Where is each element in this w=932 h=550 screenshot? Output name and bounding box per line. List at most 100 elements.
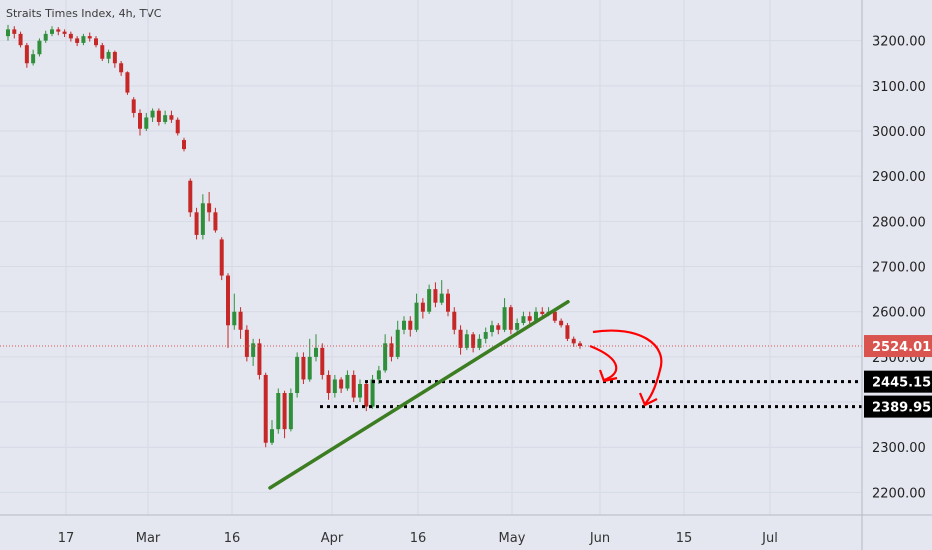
x-tick-label: May: [499, 531, 526, 546]
candle-body: [420, 302, 425, 312]
candle-body: [12, 29, 17, 34]
candle-body: [207, 203, 212, 213]
candle-body: [6, 29, 10, 37]
candle-body: [112, 51, 117, 64]
candle-body: [226, 275, 230, 326]
trendline[interactable]: [268, 300, 570, 490]
x-tick-label: Mar: [136, 531, 161, 546]
x-tick-label: Apr: [321, 531, 344, 546]
candle-body: [18, 33, 23, 46]
candle-body: [452, 311, 457, 330]
candle-body: [433, 289, 438, 303]
arrow-curve-2: [592, 329, 663, 405]
candle-body: [477, 338, 482, 348]
price-tag-label: 2445.15: [872, 376, 931, 391]
arrow-head-2: [638, 392, 658, 407]
candle-body: [106, 51, 111, 59]
candle-body: [81, 36, 86, 43]
chart-title: Straits Times Index, 4h, TVC: [6, 7, 162, 20]
candle-body: [301, 356, 306, 380]
candle-body: [50, 29, 54, 34]
candle-body: [125, 72, 130, 93]
candle-body: [138, 112, 142, 129]
x-tick-label: 17: [58, 531, 75, 546]
candle-body: [364, 383, 369, 407]
candle-body: [383, 343, 388, 371]
y-tick-label: 2300.00: [872, 441, 926, 456]
candle-body: [515, 323, 520, 330]
candle-body: [68, 33, 73, 39]
candle-body: [521, 316, 526, 324]
candle-body: [144, 117, 149, 129]
candle-body: [244, 329, 249, 357]
candle-body: [150, 110, 155, 118]
price-tag-label: 2524.01: [872, 340, 931, 355]
candle-body: [446, 293, 450, 312]
candle-body: [37, 40, 42, 55]
candle-body: [427, 289, 432, 312]
candle-body: [496, 325, 501, 330]
candle-body: [483, 332, 488, 339]
y-tick-label: 2200.00: [872, 486, 926, 501]
candle-body: [175, 119, 180, 134]
candle-body: [213, 212, 218, 231]
candle-body: [376, 370, 381, 380]
candle-body: [565, 325, 570, 339]
candle-body: [508, 307, 513, 330]
y-tick-label: 2700.00: [872, 261, 926, 276]
candle-body: [559, 320, 564, 326]
candle-body: [351, 374, 356, 398]
candle-body: [219, 239, 224, 276]
candle-body: [408, 320, 413, 330]
candle-body: [188, 180, 193, 213]
y-tick-label: 3000.00: [872, 125, 926, 140]
candle-body: [257, 343, 262, 375]
candle-body: [119, 63, 124, 73]
candle-body: [56, 29, 61, 32]
candle-body: [370, 379, 375, 407]
candle-body: [332, 379, 337, 394]
level-price-tag: [864, 370, 932, 393]
candle-body: [571, 338, 576, 344]
x-tick-label: 16: [410, 531, 427, 546]
candle-body: [389, 343, 394, 357]
candle-body: [263, 374, 268, 443]
candle-body: [238, 311, 243, 330]
candle-body: [502, 307, 507, 330]
candle-body: [276, 393, 281, 430]
current-price-tag: [864, 335, 932, 358]
y-tick-label: 3100.00: [872, 80, 926, 95]
candle-body: [402, 320, 406, 330]
candle-body: [307, 356, 312, 380]
arrow-head-1: [598, 369, 618, 383]
candle-body: [200, 203, 205, 235]
price-tag-label: 2389.95: [872, 401, 931, 416]
candle-body: [100, 45, 105, 59]
candle-body: [490, 325, 494, 333]
candle-body: [94, 38, 98, 46]
candle-body: [320, 347, 325, 375]
candle-body: [156, 110, 161, 122]
candle-body: [169, 115, 174, 120]
candle-body: [339, 379, 344, 389]
candle-body: [527, 316, 532, 321]
candle-body: [194, 212, 199, 235]
candle-body: [414, 302, 419, 330]
candle-body: [31, 54, 36, 64]
candle-body: [24, 45, 29, 64]
candle-body: [282, 393, 287, 430]
candle-body: [87, 36, 92, 39]
candle-body: [358, 383, 362, 398]
x-tick-label: 15: [676, 531, 693, 546]
candle-body: [458, 329, 463, 348]
candle-body: [43, 33, 48, 41]
candle-body: [464, 334, 469, 348]
candle-body: [345, 374, 350, 389]
candle-body: [552, 311, 557, 321]
candle-body: [62, 31, 67, 34]
x-tick-label: Jul: [761, 531, 778, 546]
y-tick-label: 2900.00: [872, 170, 926, 185]
candle-body: [395, 329, 400, 357]
candle-body: [270, 429, 274, 443]
